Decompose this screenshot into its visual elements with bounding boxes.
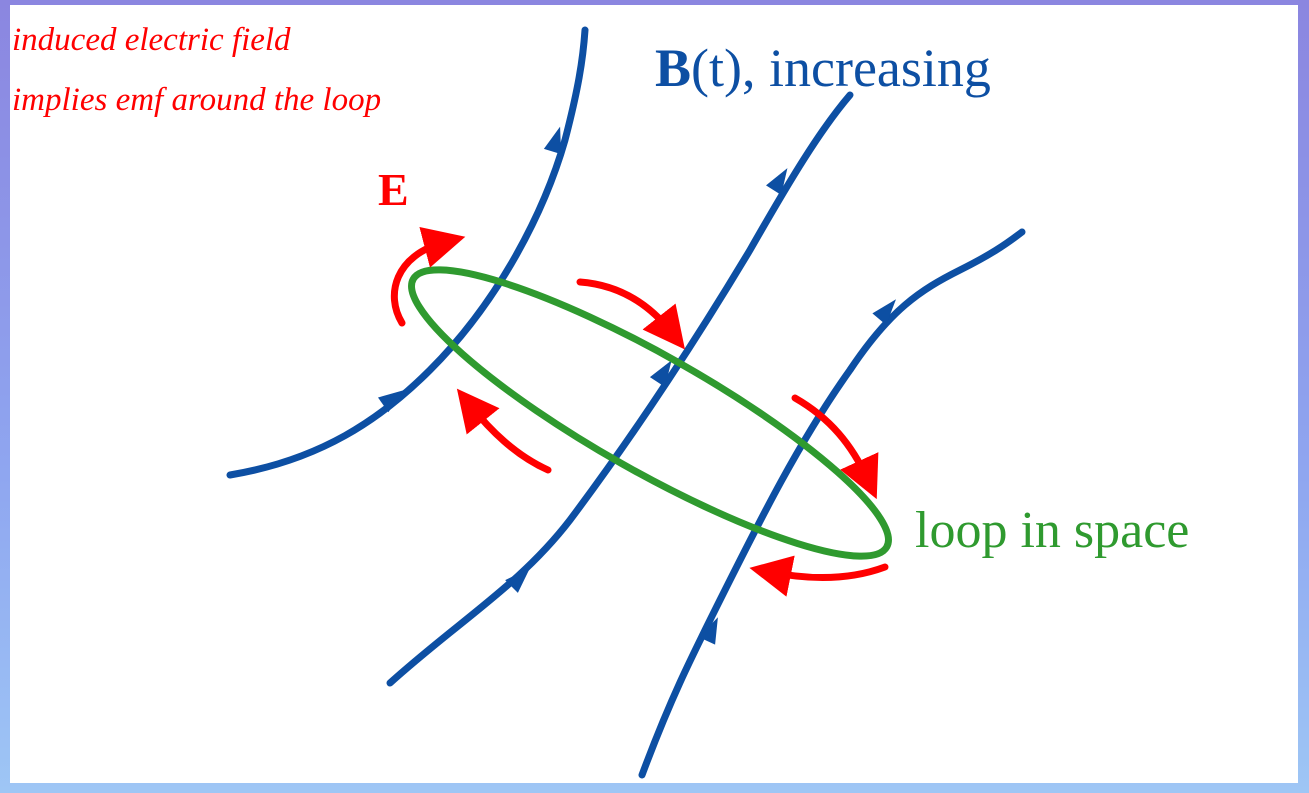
e-label: E: [378, 164, 409, 215]
e-arrow: [580, 282, 672, 333]
annotation-line: implies emf around the loop: [12, 82, 381, 118]
electric-field-arrows: [394, 242, 885, 577]
diagram: induced electric field implies emf aroun…: [10, 5, 1298, 783]
b-symbol: B: [655, 38, 691, 98]
b-text: (t), increasing: [691, 38, 991, 98]
b-label: B(t), increasing: [655, 38, 991, 98]
e-arrow: [770, 567, 885, 577]
field-arrows: [378, 124, 903, 645]
diagram-panel: induced electric field implies emf aroun…: [10, 5, 1298, 783]
page: induced electric field implies emf aroun…: [0, 0, 1309, 793]
field-lines: [230, 30, 1022, 775]
loop-label: loop in space: [915, 502, 1189, 559]
annotation-line: induced electric field: [12, 22, 291, 58]
